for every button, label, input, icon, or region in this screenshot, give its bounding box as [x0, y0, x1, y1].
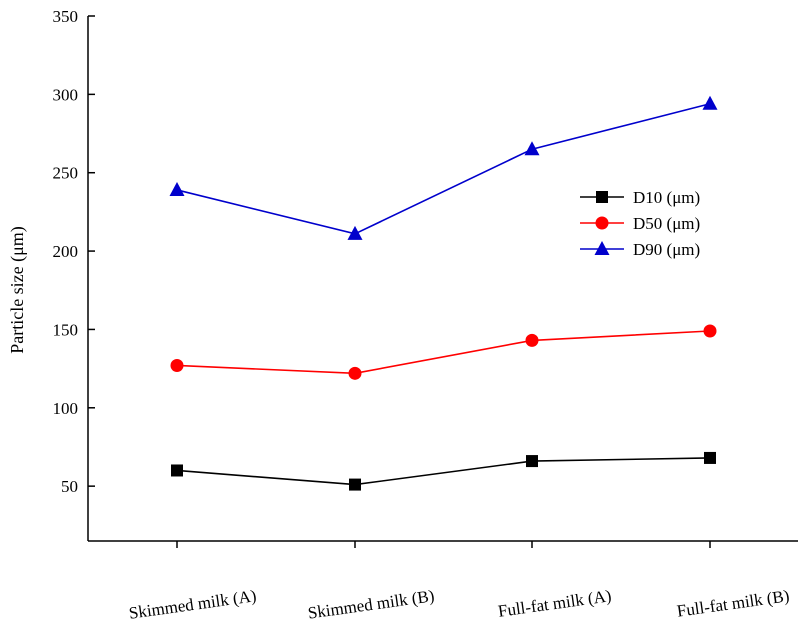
series-line — [176, 330, 711, 375]
x-tick-labels: Skimmed milk (A) Skimmed milk (B) Full-fat… — [128, 586, 791, 623]
data-point — [526, 455, 538, 468]
data-point — [525, 333, 539, 347]
series-1 — [171, 451, 716, 491]
y-tick-label: 100 — [53, 399, 79, 418]
legend-entry: D90 (μm) — [580, 240, 700, 259]
y-tick-labels: 50 100 150 200 250 300 350 — [53, 7, 79, 496]
legend-entry: D10 (μm) — [580, 188, 700, 207]
x-tick-label: Skimmed milk (A) — [128, 586, 258, 623]
y-tick-label: 50 — [61, 477, 78, 496]
data-point — [347, 225, 363, 240]
legend: D10 (μm) D50 (μm) D90 (μm) — [580, 188, 700, 259]
series-layer — [169, 95, 718, 491]
data-point — [524, 141, 540, 156]
y-axis-title: Particle size (μm) — [7, 226, 28, 354]
series-line — [176, 102, 711, 235]
legend-entry: D50 (μm) — [580, 214, 700, 233]
data-point — [171, 464, 183, 477]
data-point — [703, 324, 717, 338]
legend-marker — [596, 191, 608, 203]
series-3 — [169, 95, 718, 240]
legend-marker — [594, 241, 610, 255]
data-point — [702, 95, 718, 110]
series-line — [176, 457, 711, 486]
y-tick-label: 250 — [53, 164, 79, 183]
legend-label: D10 (μm) — [633, 188, 700, 207]
legend-marker — [595, 216, 609, 230]
x-tick-label: Full-fat milk (A) — [497, 586, 613, 621]
data-point — [169, 181, 185, 196]
y-tick-label: 200 — [53, 242, 79, 261]
data-point — [170, 358, 184, 372]
legend-label: D50 (μm) — [633, 214, 700, 233]
axes — [87, 15, 798, 548]
series-2 — [170, 324, 717, 380]
x-tick-label: Skimmed milk (B) — [307, 586, 436, 623]
x-tick-label: Full-fat milk (B) — [676, 586, 791, 621]
y-tick-label: 150 — [53, 320, 79, 339]
data-point — [349, 478, 361, 491]
y-tick-label: 300 — [53, 85, 79, 104]
y-tick-label: 350 — [53, 7, 79, 26]
data-point — [704, 451, 716, 464]
data-point — [348, 366, 362, 380]
legend-label: D90 (μm) — [633, 240, 700, 259]
